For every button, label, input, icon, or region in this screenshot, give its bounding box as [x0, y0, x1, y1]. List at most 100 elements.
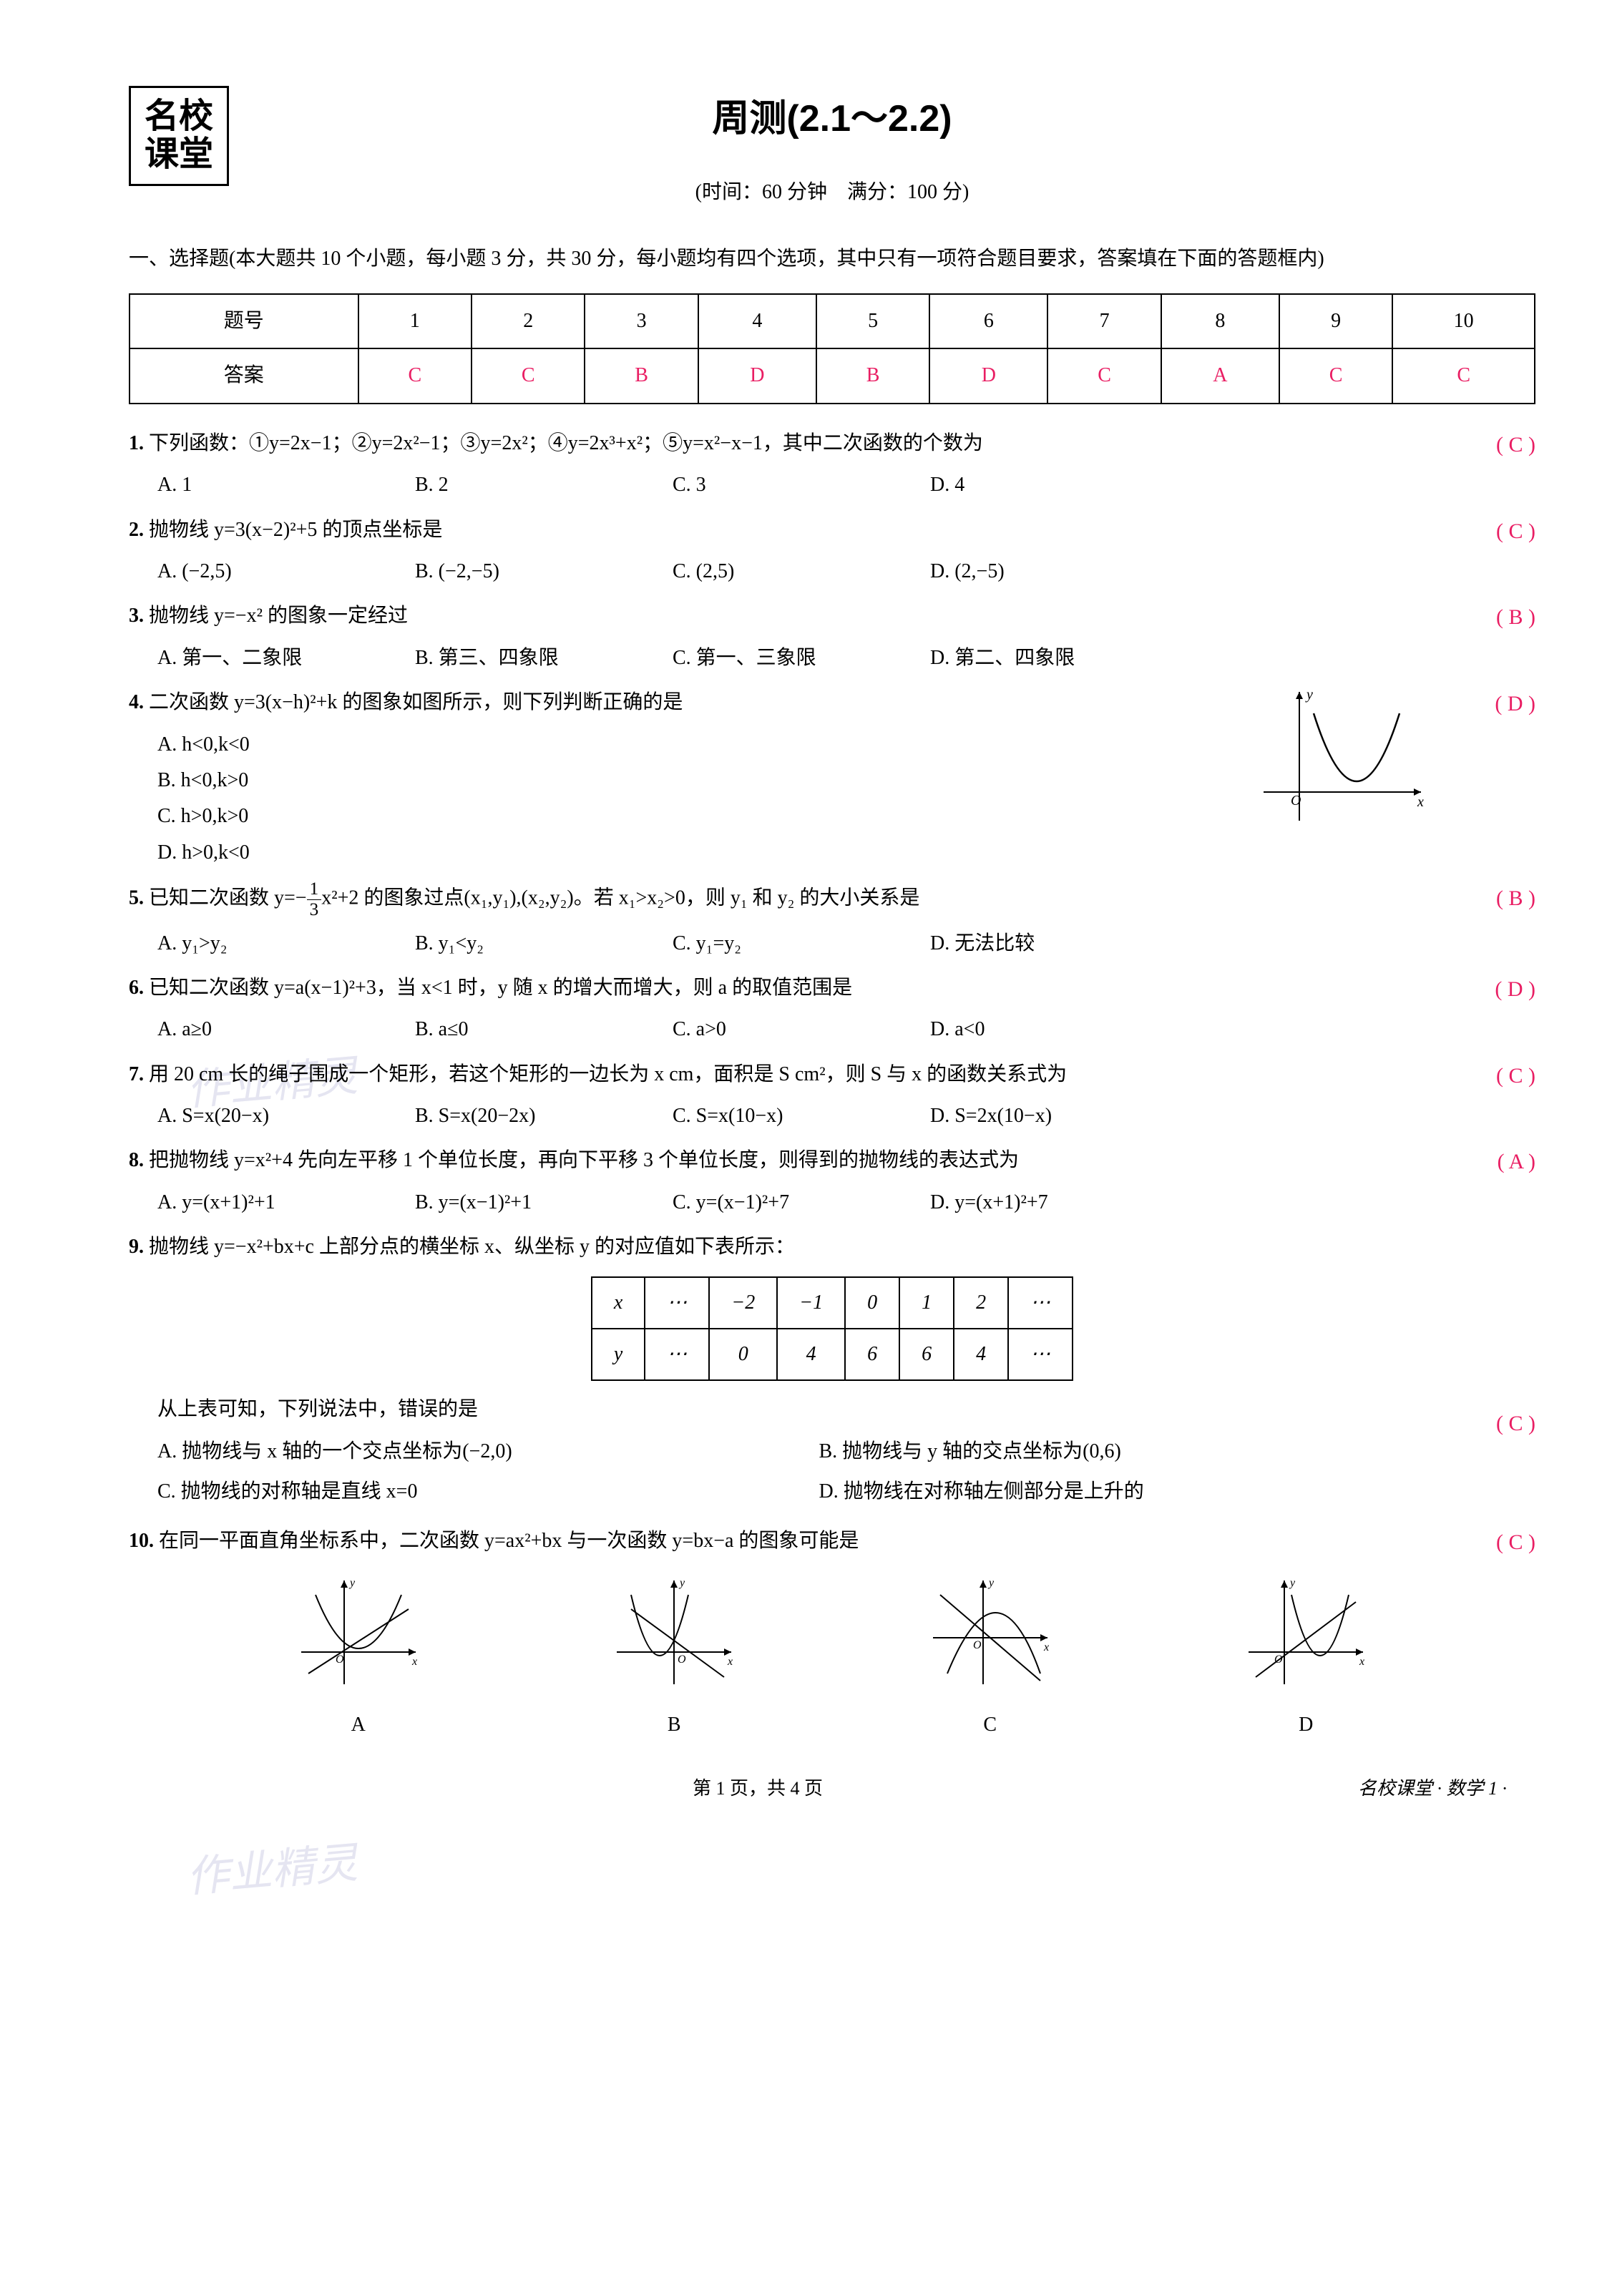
option: C. 抛物线的对称轴是直线 x=0 — [157, 1474, 819, 1510]
cell: ⋯ — [1008, 1329, 1073, 1380]
question-10: 10. 在同一平面直角坐标系中，二次函数 y=ax²+bx 与一次函数 y=bx… — [129, 1523, 1535, 1744]
qnum: 7 — [1047, 294, 1161, 348]
cell: ⋯ — [1008, 1277, 1073, 1329]
cell: 0 — [845, 1277, 899, 1329]
option: D. 4 — [930, 467, 1130, 503]
q-text: 已知二次函数 y=a(x−1)²+3，当 x<1 时，y 随 x 的增大而增大，… — [149, 977, 852, 999]
option: C. y=(x−1)²+7 — [673, 1185, 873, 1221]
data-table: x ⋯ −2 −1 0 1 2 ⋯ y ⋯ 0 4 6 6 4 ⋯ — [591, 1276, 1073, 1382]
q-num: 4. — [129, 691, 144, 713]
option: B. a≤0 — [415, 1012, 615, 1047]
option: B. y=(x−1)²+1 — [415, 1185, 615, 1221]
answer-cell: C — [1392, 348, 1535, 403]
graph-d: O x y D — [1241, 1573, 1370, 1744]
svg-text:y: y — [1289, 1577, 1296, 1589]
options: A. y₁>y₂ B. y₁<y₂ C. y₁=y₂ D. 无法比较 — [129, 926, 1535, 962]
answer-mark: ( D ) — [1495, 685, 1535, 723]
svg-text:y: y — [987, 1577, 995, 1589]
answer-table: 题号 1 2 3 4 5 6 7 8 9 10 答案 C C B D B D C… — [129, 293, 1535, 404]
answer-cell: B — [816, 348, 929, 403]
logo: 名校 课堂 — [129, 86, 229, 186]
option: B. 2 — [415, 467, 615, 503]
svg-text:x: x — [1417, 794, 1424, 810]
answer-cell: C — [472, 348, 585, 403]
option: A. 抛物线与 x 轴的一个交点坐标为(−2,0) — [157, 1434, 819, 1470]
cell: 6 — [899, 1329, 954, 1380]
logo-line2: 课堂 — [145, 136, 213, 174]
svg-text:y: y — [678, 1577, 685, 1589]
question-1: 1. 下列函数：①y=2x−1；②y=2x²−1；③y=2x²；④y=2x³+x… — [129, 426, 1535, 504]
answer-table-answer-row: 答案 C C B D B D C A C C — [130, 348, 1535, 403]
answer-cell: D — [929, 348, 1047, 403]
question-5: 5. 已知二次函数 y=−13x²+2 的图象过点(x₁,y₁),(x₂,y₂)… — [129, 879, 1535, 962]
cell: ⋯ — [645, 1329, 709, 1380]
options: A. a≥0 B. a≤0 C. a>0 D. a<0 — [129, 1012, 1535, 1047]
graph-label: D — [1241, 1707, 1370, 1743]
option: A. (−2,5) — [157, 554, 358, 590]
q-num: 10. — [129, 1530, 154, 1552]
svg-text:x: x — [1043, 1641, 1049, 1653]
cell: 4 — [954, 1329, 1008, 1380]
answer-mark: ( C ) — [1496, 1057, 1535, 1095]
cell: 1 — [899, 1277, 954, 1329]
page-title: 周测(2.1～2.2) — [129, 86, 1535, 153]
q-num: 6. — [129, 977, 144, 999]
q-text: 在同一平面直角坐标系中，二次函数 y=ax²+bx 与一次函数 y=bx−a 的… — [159, 1530, 859, 1552]
question-9: 9. 抛物线 y=−x²+bx+c 上部分点的横坐标 x、纵坐标 y 的对应值如… — [129, 1229, 1535, 1514]
svg-text:y: y — [348, 1577, 356, 1589]
row-label: 答案 — [130, 348, 358, 403]
option: D. 无法比较 — [930, 926, 1130, 962]
q-text2: 从上表可知，下列说法中，错误的是 — [129, 1392, 1535, 1427]
qnum: 9 — [1279, 294, 1392, 348]
option: C. y₁=y₂ — [673, 926, 873, 962]
option: B. 第三、四象限 — [415, 640, 615, 676]
answer-cell: B — [585, 348, 698, 403]
cell: 0 — [709, 1329, 777, 1380]
options: A. 1 B. 2 C. 3 D. 4 — [129, 467, 1535, 503]
graph-b: O x y B — [610, 1573, 738, 1744]
option: D. 第二、四象限 — [930, 640, 1130, 676]
graph-label: C — [926, 1707, 1055, 1743]
option: D. 抛物线在对称轴左侧部分是上升的 — [819, 1474, 1480, 1510]
footer: 第 1 页，共 4 页 名校课堂 · 数学 1 · — [129, 1772, 1535, 1806]
options: A. 第一、二象限 B. 第三、四象限 C. 第一、三象限 D. 第二、四象限 — [129, 640, 1535, 676]
option: D. (2,−5) — [930, 554, 1130, 590]
qnum: 5 — [816, 294, 929, 348]
graph-a: O x y A — [294, 1573, 423, 1744]
cell: y — [592, 1329, 645, 1380]
q-num: 8. — [129, 1149, 144, 1171]
answer-mark: ( C ) — [1496, 1523, 1535, 1562]
qnum: 10 — [1392, 294, 1535, 348]
fraction: 13 — [307, 879, 322, 919]
options: A. 抛物线与 x 轴的一个交点坐标为(−2,0) B. 抛物线与 y 轴的交点… — [129, 1434, 1535, 1515]
svg-text:x: x — [411, 1656, 417, 1668]
cell: 2 — [954, 1277, 1008, 1329]
option: B. S=x(20−2x) — [415, 1098, 615, 1134]
graph-label: A — [294, 1707, 423, 1743]
footer-right: 名校课堂 · 数学 1 · — [1358, 1772, 1507, 1806]
options: A. S=x(20−x) B. S=x(20−2x) C. S=x(10−x) … — [129, 1098, 1535, 1134]
answer-cell: C — [1047, 348, 1161, 403]
answer-cell: D — [698, 348, 816, 403]
cell: −2 — [709, 1277, 777, 1329]
q-text: 把抛物线 y=x²+4 先向左平移 1 个单位长度，再向下平移 3 个单位长度，… — [149, 1149, 1019, 1171]
q-text: 抛物线 y=3(x−2)²+5 的顶点坐标是 — [149, 519, 442, 541]
watermark: 作业精灵 — [183, 1824, 361, 1917]
section-intro: 一、选择题(本大题共 10 个小题，每小题 3 分，共 30 分，每小题均有四个… — [129, 239, 1535, 279]
qnum: 2 — [472, 294, 585, 348]
cell: 6 — [845, 1329, 899, 1380]
qnum: 6 — [929, 294, 1047, 348]
option: C. S=x(10−x) — [673, 1098, 873, 1134]
answer-mark: ( B ) — [1496, 879, 1535, 918]
table-row: x ⋯ −2 −1 0 1 2 ⋯ — [592, 1277, 1073, 1329]
answer-cell: C — [358, 348, 472, 403]
frac-den: 3 — [307, 900, 322, 920]
option: D. a<0 — [930, 1012, 1130, 1047]
cell: −1 — [777, 1277, 845, 1329]
graph-c: O x y C — [926, 1573, 1055, 1744]
option: D. y=(x+1)²+7 — [930, 1185, 1130, 1221]
q-num: 3. — [129, 605, 144, 627]
option: B. 抛物线与 y 轴的交点坐标为(0,6) — [819, 1434, 1480, 1470]
q-text-post: x²+2 的图象过点(x₁,y₁),(x₂,y₂)。若 x₁>x₂>0，则 y₁… — [321, 887, 919, 909]
option: C. 第一、三象限 — [673, 640, 873, 676]
